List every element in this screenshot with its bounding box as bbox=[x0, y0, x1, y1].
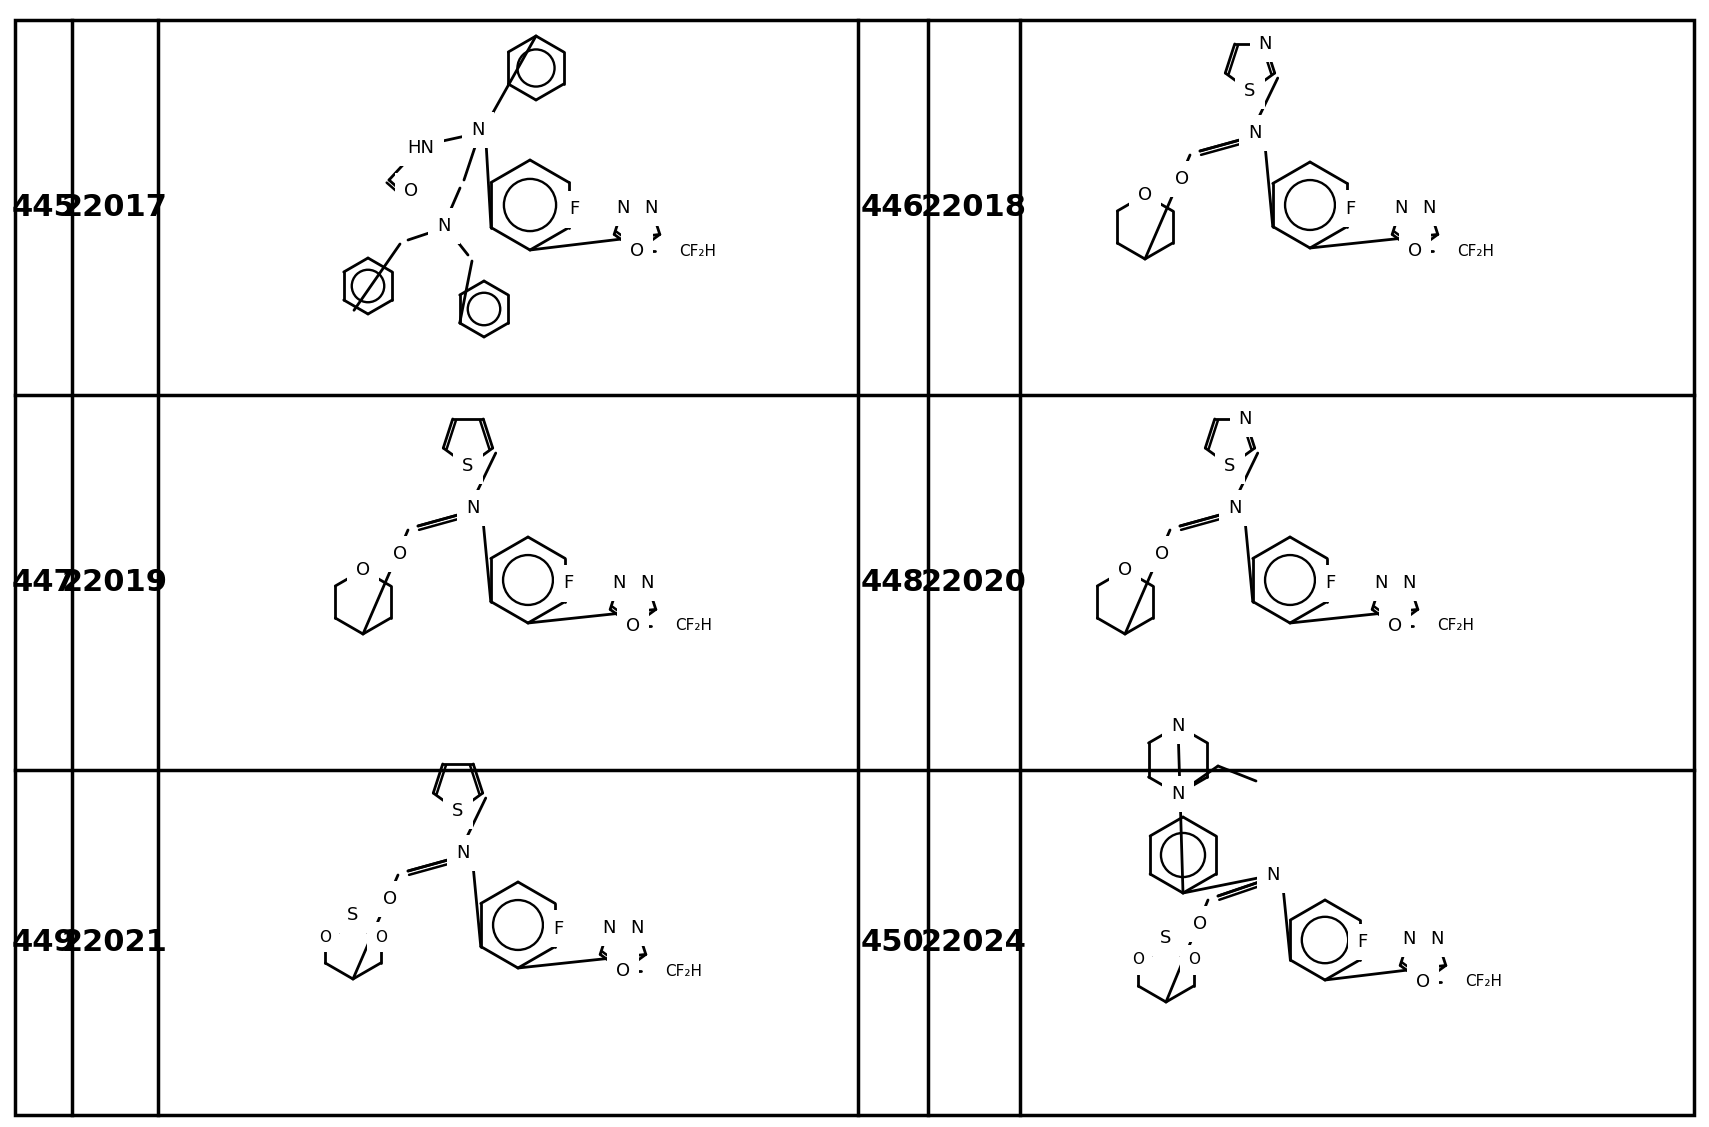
Text: 448: 448 bbox=[861, 568, 925, 597]
Text: N: N bbox=[472, 121, 485, 139]
Text: S: S bbox=[1224, 458, 1236, 474]
Text: O: O bbox=[403, 181, 419, 199]
Text: N: N bbox=[1266, 866, 1280, 884]
Text: 22021: 22021 bbox=[62, 928, 167, 957]
Text: F: F bbox=[1357, 933, 1367, 951]
Text: S: S bbox=[1160, 929, 1172, 947]
Text: CF₂H: CF₂H bbox=[665, 964, 702, 978]
Text: S: S bbox=[453, 802, 463, 820]
Text: N: N bbox=[467, 499, 480, 517]
Text: N: N bbox=[644, 198, 658, 216]
Text: 445: 445 bbox=[12, 193, 75, 222]
Text: O: O bbox=[320, 930, 332, 944]
Text: CF₂H: CF₂H bbox=[1465, 975, 1502, 990]
Text: N: N bbox=[612, 574, 625, 592]
Text: 22018: 22018 bbox=[921, 193, 1027, 222]
Text: O: O bbox=[1131, 952, 1143, 967]
Text: N: N bbox=[1171, 786, 1184, 804]
Text: F: F bbox=[562, 575, 573, 593]
Text: O: O bbox=[1188, 952, 1200, 967]
Text: 450: 450 bbox=[861, 928, 925, 957]
Text: F: F bbox=[569, 201, 579, 219]
Text: O: O bbox=[383, 890, 396, 908]
Text: S: S bbox=[347, 906, 359, 924]
Text: N: N bbox=[1258, 35, 1271, 53]
Text: N: N bbox=[456, 844, 470, 862]
Text: 449: 449 bbox=[12, 928, 75, 957]
Text: F: F bbox=[1345, 199, 1355, 218]
Text: N: N bbox=[1422, 198, 1436, 216]
Text: CF₂H: CF₂H bbox=[1437, 619, 1473, 633]
Text: CF₂H: CF₂H bbox=[675, 619, 713, 633]
Text: CF₂H: CF₂H bbox=[1458, 243, 1494, 258]
Text: O: O bbox=[1417, 973, 1430, 991]
Text: S: S bbox=[463, 458, 473, 474]
Text: O: O bbox=[1138, 186, 1152, 204]
Text: 22020: 22020 bbox=[921, 568, 1027, 597]
Text: N: N bbox=[1248, 124, 1261, 142]
Text: O: O bbox=[1388, 616, 1401, 635]
Text: N: N bbox=[631, 919, 644, 937]
Text: N: N bbox=[641, 574, 655, 592]
Text: 447: 447 bbox=[12, 568, 75, 597]
Text: N: N bbox=[438, 218, 451, 236]
Text: O: O bbox=[1408, 242, 1422, 260]
Text: CF₂H: CF₂H bbox=[678, 243, 716, 258]
Text: O: O bbox=[1193, 915, 1207, 933]
Text: O: O bbox=[1118, 561, 1131, 579]
Text: O: O bbox=[1155, 545, 1169, 564]
Text: O: O bbox=[625, 616, 641, 635]
Text: N: N bbox=[1430, 930, 1444, 948]
Text: N: N bbox=[1171, 717, 1184, 735]
Text: N: N bbox=[602, 919, 615, 937]
Text: 22019: 22019 bbox=[62, 568, 167, 597]
Text: N: N bbox=[1403, 574, 1415, 592]
Text: F: F bbox=[1324, 575, 1335, 593]
Text: N: N bbox=[1401, 930, 1415, 948]
Text: N: N bbox=[1395, 198, 1408, 216]
Text: F: F bbox=[554, 920, 564, 938]
Text: 22017: 22017 bbox=[62, 193, 167, 222]
Text: N: N bbox=[1374, 574, 1388, 592]
Text: N: N bbox=[1229, 499, 1242, 517]
Text: N: N bbox=[617, 198, 629, 216]
Text: S: S bbox=[1244, 82, 1256, 100]
Text: N: N bbox=[1239, 410, 1253, 428]
Text: HN: HN bbox=[407, 139, 434, 157]
Text: O: O bbox=[1176, 170, 1189, 188]
Text: O: O bbox=[355, 561, 371, 579]
Text: 22024: 22024 bbox=[921, 928, 1027, 957]
Text: O: O bbox=[393, 545, 407, 564]
Text: O: O bbox=[631, 242, 644, 260]
Text: O: O bbox=[374, 930, 386, 944]
Text: 446: 446 bbox=[861, 193, 925, 222]
Text: O: O bbox=[615, 962, 631, 980]
